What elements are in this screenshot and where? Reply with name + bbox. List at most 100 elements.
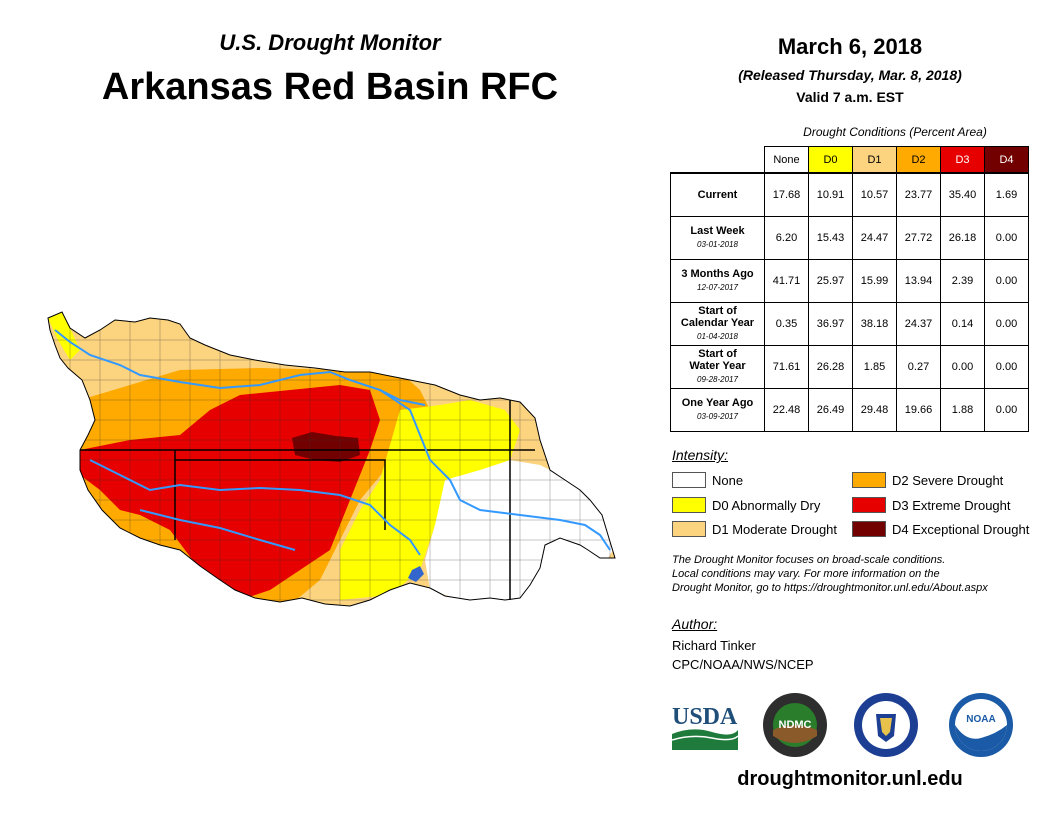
table-cell: 38.18 — [852, 302, 897, 346]
map-title: Arkansas Red Basin RFC — [101, 66, 559, 108]
legend-item-d1: D1 Moderate Drought — [672, 521, 837, 537]
usda-logo: USDA — [672, 704, 738, 750]
table-cell: 0.00 — [984, 259, 1029, 303]
table-cell: 1.69 — [984, 172, 1029, 217]
col-header-d3: D3 — [940, 146, 985, 174]
table-row: One Year Ago 03-09-2017 22.48 26.49 29.48… — [670, 388, 1029, 432]
table-cell: 6.20 — [764, 216, 809, 260]
col-header-d2: D2 — [896, 146, 941, 174]
ndmc-logo: NDMC — [763, 693, 827, 757]
table-cell: 10.57 — [852, 172, 897, 217]
table-cell: 22.48 — [764, 388, 809, 432]
legend-item-none: None — [672, 472, 743, 488]
disclaimer-note: The Drought Monitor focuses on broad-sca… — [672, 553, 1042, 595]
legend-swatch — [852, 521, 886, 537]
commerce-seal-logo — [854, 693, 918, 757]
table-cell: 29.48 — [852, 388, 897, 432]
legend-item-d4: D4 Exceptional Drought — [852, 521, 1029, 537]
table-cell: 26.49 — [808, 388, 853, 432]
svg-text:NOAA: NOAA — [966, 714, 995, 725]
website-url[interactable]: droughtmonitor.unl.edu — [737, 768, 963, 790]
legend-item-d3: D3 Extreme Drought — [852, 497, 1011, 513]
table-cell: 71.61 — [764, 345, 809, 389]
col-header-d4: D4 — [984, 146, 1029, 174]
note-line: Drought Monitor, go to https://droughtmo… — [672, 582, 988, 594]
table-cell: 36.97 — [808, 302, 853, 346]
legend-label: None — [712, 472, 744, 488]
legend-label: D4 Exceptional Drought — [892, 521, 1030, 537]
row-label: Last Week 03-01-2018 — [670, 216, 765, 260]
legend-swatch — [852, 472, 886, 488]
rivers — [54, 329, 611, 556]
table-row: Current 17.68 10.91 10.57 23.77 35.40 1.… — [670, 172, 1029, 217]
table-cell: 0.14 — [940, 302, 985, 346]
table-cell: 24.37 — [896, 302, 941, 346]
release-date: (Released Thursday, Mar. 8, 2018) — [738, 67, 962, 83]
table-row: Start of Water Year 09-28-2017 71.61 26.28… — [670, 345, 1029, 389]
table-cell: 0.00 — [984, 302, 1029, 346]
table-cell: 0.00 — [984, 216, 1029, 260]
table-cell: 0.00 — [940, 345, 985, 389]
row-date: 01-04-2018 — [697, 332, 738, 341]
map-d4-area — [292, 432, 360, 462]
table-cell: 0.00 — [984, 388, 1029, 432]
legend-swatch — [672, 497, 706, 513]
col-header-none: None — [764, 146, 809, 174]
table-cell: 0.35 — [764, 302, 809, 346]
table-cell: 10.91 — [808, 172, 853, 217]
row-date: 12-07-2017 — [697, 283, 738, 292]
table-row: Last Week 03-01-2018 6.20 15.43 24.47 27.… — [670, 216, 1029, 260]
legend-item-d2: D2 Severe Drought — [852, 472, 1003, 488]
map-subtitle: U.S. Drought Monitor — [219, 30, 441, 55]
legend-item-d0: D0 Abnormally Dry — [672, 497, 820, 513]
state-borders — [80, 400, 535, 600]
table-cell: 35.40 — [940, 172, 985, 217]
table-cell: 24.47 — [852, 216, 897, 260]
table-cell: 23.77 — [896, 172, 941, 217]
table-cell: 0.27 — [896, 345, 941, 389]
row-label: Start of Water Year 09-28-2017 — [670, 345, 765, 389]
table-cell: 1.88 — [940, 388, 985, 432]
table-header-row: None D0 D1 D2 D3 D4 — [671, 146, 1029, 174]
col-header-d1: D1 — [852, 146, 897, 174]
table-corner — [671, 147, 765, 174]
table-cell: 27.72 — [896, 216, 941, 260]
author-name: Richard Tinker — [672, 638, 756, 653]
legend-label: D0 Abnormally Dry — [712, 497, 821, 513]
col-header-d0: D0 — [808, 146, 853, 174]
svg-text:USDA: USDA — [672, 704, 738, 730]
noaa-logo: NOAA — [949, 693, 1013, 757]
map-date: March 6, 2018 — [777, 34, 923, 59]
legend-swatch — [672, 472, 706, 488]
table-cell: 19.66 — [896, 388, 941, 432]
legend-swatch — [852, 497, 886, 513]
author-heading: Author: — [672, 616, 718, 632]
row-date: 09-28-2017 — [697, 375, 738, 384]
table-cell: 15.99 — [852, 259, 897, 303]
legend-label: D1 Moderate Drought — [712, 521, 838, 537]
row-label: Start of Calendar Year 01-04-2018 — [670, 302, 765, 346]
row-label: 3 Months Ago 12-07-2017 — [670, 259, 765, 303]
table-row: 3 Months Ago 12-07-2017 41.71 25.97 15.99… — [670, 259, 1029, 303]
legend-title: Intensity: — [672, 447, 729, 463]
svg-text:NDMC: NDMC — [779, 719, 812, 731]
note-line: Local conditions may vary. For more info… — [672, 568, 940, 580]
basin-outline — [47, 311, 616, 607]
drought-map — [47, 311, 616, 607]
row-label: One Year Ago 03-09-2017 — [670, 388, 765, 432]
table-cell: 26.28 — [808, 345, 853, 389]
legend-label: D3 Extreme Drought — [892, 497, 1011, 513]
row-label: Current — [670, 172, 765, 217]
legend-swatch — [672, 521, 706, 537]
note-line: The Drought Monitor focuses on broad-sca… — [672, 554, 946, 566]
row-date: 03-01-2018 — [697, 240, 738, 249]
row-date: 03-09-2017 — [697, 412, 738, 421]
table-row: Start of Calendar Year 01-04-2018 0.35 36.… — [670, 302, 1029, 346]
table-cell: 15.43 — [808, 216, 853, 260]
drought-conditions-table: None D0 D1 D2 D3 D4 Current 17.68 10.91 … — [670, 146, 1029, 432]
valid-time: Valid 7 a.m. EST — [796, 89, 904, 105]
table-cell: 17.68 — [764, 172, 809, 217]
table-cell: 13.94 — [896, 259, 941, 303]
author-org: CPC/NOAA/NWS/NCEP — [672, 657, 814, 672]
table-cell: 1.85 — [852, 345, 897, 389]
